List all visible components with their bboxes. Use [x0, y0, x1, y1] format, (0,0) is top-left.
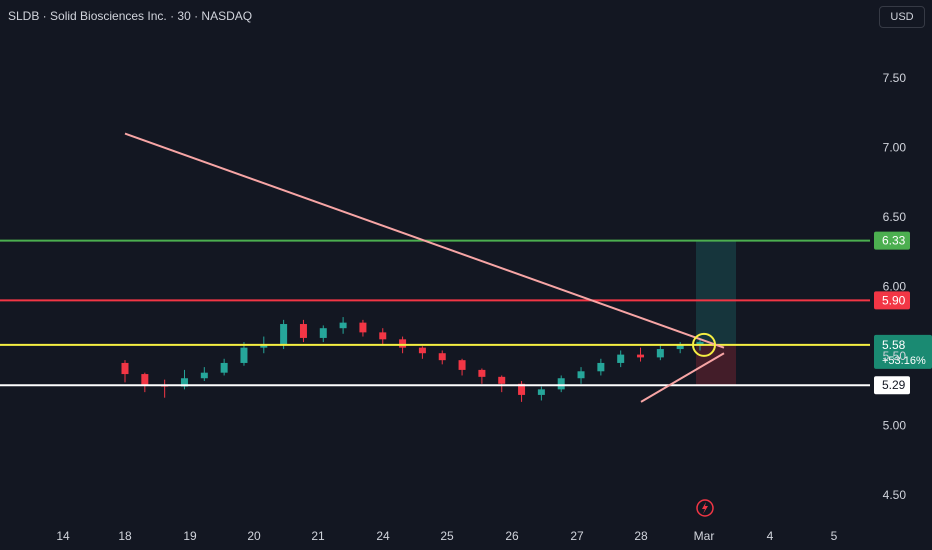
candle-body: [200, 372, 208, 379]
highlight-circle: [692, 332, 716, 357]
position-box: [696, 240, 736, 386]
x-tick-label: 18: [118, 529, 132, 543]
x-tick-label: 4: [767, 529, 774, 543]
target-zone: [696, 240, 736, 345]
candle-body: [359, 322, 367, 333]
x-tick-label: 19: [183, 529, 197, 543]
y-tick-label: 4.50: [883, 488, 907, 502]
candle-body: [379, 332, 387, 340]
y-tick-label: 6.00: [883, 280, 907, 294]
candlestick-series: [121, 317, 704, 402]
x-tick-label: 24: [376, 529, 390, 543]
x-tick-label: 26: [505, 529, 519, 543]
y-tick-label: 6.50: [883, 210, 907, 224]
x-tick-label: 14: [56, 529, 70, 543]
candle-body: [597, 362, 605, 372]
candle-body: [518, 383, 526, 395]
level-label: 5.58: [882, 338, 906, 352]
candle-body: [339, 322, 347, 329]
candle-body: [617, 354, 625, 363]
lightning-icon-ring: [696, 499, 714, 517]
last-price-badge: [874, 334, 932, 369]
candle-body: [557, 378, 565, 390]
level-label: 6.33: [882, 234, 906, 248]
candle-body: [141, 374, 149, 386]
candle-body: [478, 369, 486, 377]
x-tick-label: 28: [634, 529, 648, 543]
candle-body: [577, 371, 585, 379]
candle-body: [418, 347, 426, 354]
candle-body: [319, 328, 327, 338]
candle-body: [280, 324, 288, 345]
level-label: 5.29: [882, 378, 906, 392]
candle-body: [676, 344, 684, 350]
lightning-icon: [696, 499, 714, 517]
candle-body: [696, 342, 704, 345]
y-tick-label: 5.00: [883, 419, 907, 433]
level-label: 5.90: [882, 293, 906, 307]
trendline: [640, 352, 725, 403]
level-badge: [874, 291, 910, 310]
y-tick-label: 7.50: [883, 71, 907, 85]
annotations: [692, 332, 716, 517]
candle-body: [121, 362, 129, 375]
candle-body: [656, 349, 664, 358]
candle-body: [299, 324, 307, 338]
time-axis[interactable]: 14 18 19 20 21 24 25 26 27 28 Mar 4 5: [56, 529, 837, 543]
candle-body: [260, 344, 268, 348]
level-badge: [874, 376, 910, 395]
trendlines: [124, 132, 725, 403]
candle-body: [637, 354, 645, 358]
level-badge: [874, 231, 910, 250]
trendline: [124, 132, 725, 349]
candle-body: [240, 347, 248, 363]
chart-title: SLDB · Solid Biosciences Inc. · 30 · NAS…: [8, 9, 253, 23]
y-tick-label: 5.50: [883, 349, 907, 363]
candle-body: [458, 360, 466, 370]
candle-body: [537, 389, 545, 395]
x-tick-label: 5: [831, 529, 838, 543]
price-axis[interactable]: 7.50 7.00 6.50 6.00 5.50 5.00 4.50: [883, 71, 907, 502]
lightning-icon-bolt: [702, 502, 708, 514]
candle-body: [498, 376, 506, 384]
x-tick-label: 27: [570, 529, 584, 543]
currency-button[interactable]: USD: [879, 6, 925, 28]
candle-body: [399, 339, 407, 348]
x-tick-label: 21: [311, 529, 325, 543]
candle-body: [180, 378, 188, 387]
x-tick-label: Mar: [694, 529, 715, 543]
horizontal-levels: 6.33 5.90 5.58 +53.16% 5.29: [0, 231, 932, 395]
x-tick-label: 20: [247, 529, 261, 543]
change-percent-label: +53.16%: [882, 355, 926, 367]
candle-body: [438, 353, 446, 361]
candle-body: [220, 362, 228, 373]
x-tick-label: 25: [440, 529, 454, 543]
y-tick-label: 7.00: [883, 141, 907, 155]
